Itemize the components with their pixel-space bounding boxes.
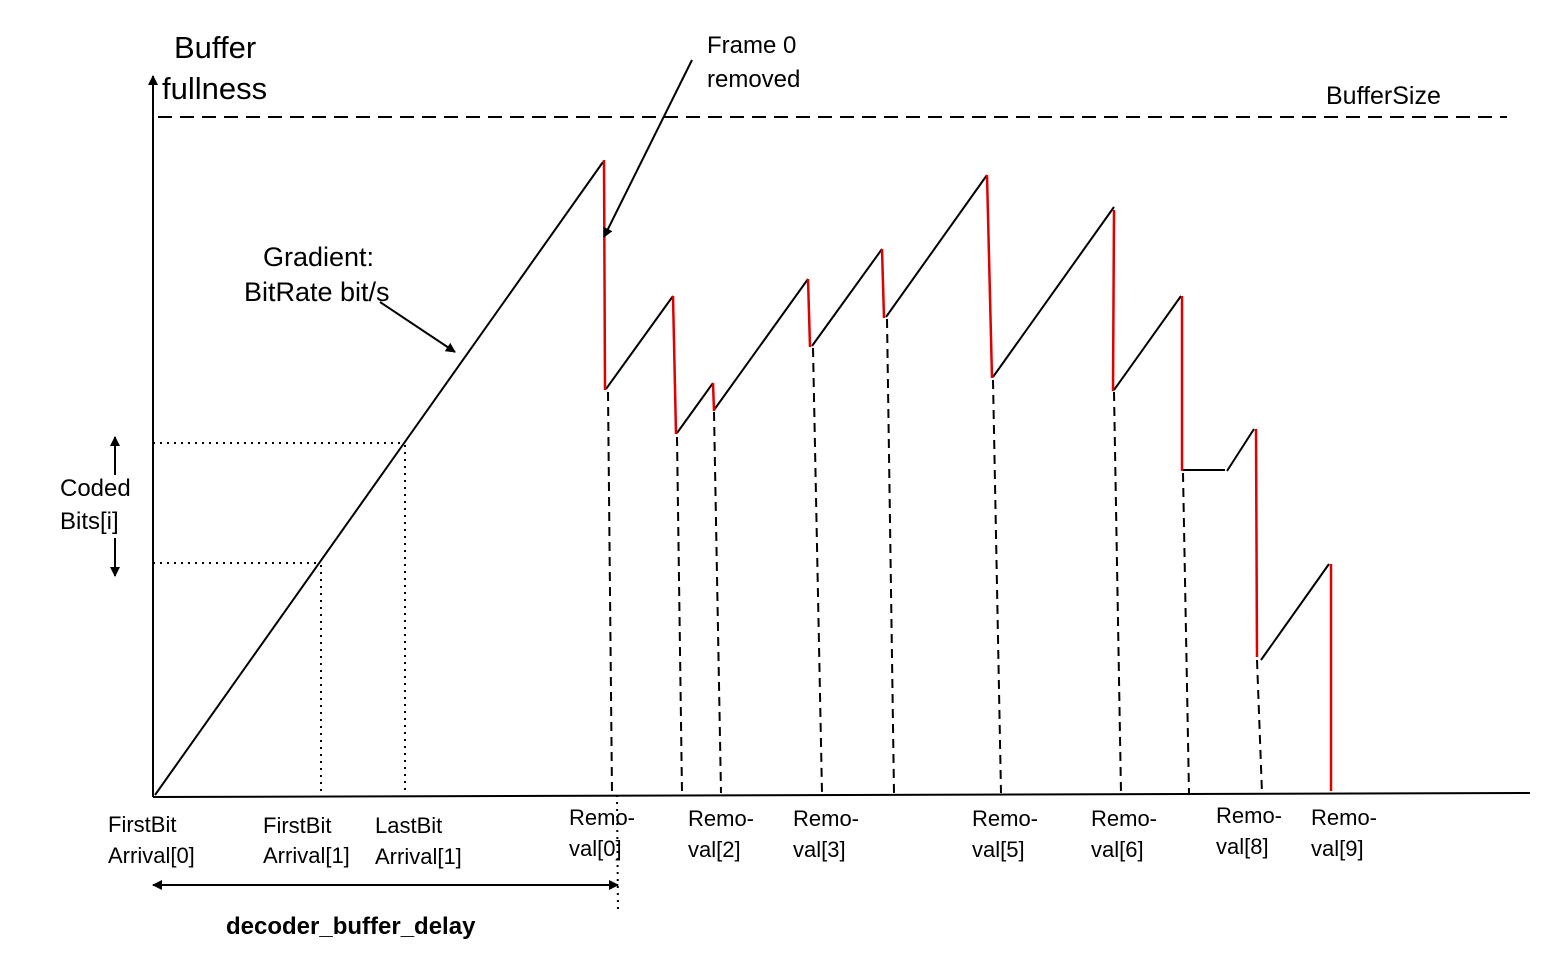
x-label-removal-9-l2: val[9]: [1311, 836, 1364, 861]
x-label-firstbit-arrival-0-l2: Arrival[0]: [108, 843, 195, 868]
x-label-removal-3-l1: Remo-: [793, 806, 859, 831]
frame0-label-line1: Frame 0: [707, 32, 796, 59]
removal-drops: [602, 159, 1333, 791]
x-label-removal-8-l2: val[8]: [1216, 834, 1269, 859]
x-label-removal-9-l1: Remo-: [1311, 805, 1377, 830]
x-label-removal-5-l2: val[5]: [972, 837, 1025, 862]
x-label-removal-2-l1: Remo-: [688, 806, 754, 831]
x-label-lastbit-arrival-1-l2: Arrival[1]: [375, 844, 462, 869]
x-label-removal-6-l2: val[6]: [1091, 837, 1144, 862]
x-label-removal-0-l1: Remo-: [569, 805, 635, 830]
x-label-removal-0-l2: val[0]: [569, 836, 622, 861]
coded-bits-label-line2: Bits[i]: [60, 508, 119, 535]
x-label-lastbit-arrival-1-l1: LastBit: [375, 813, 442, 838]
frame0-label-line2: removed: [707, 66, 800, 93]
x-label-firstbit-arrival-0-l1: FirstBit: [108, 812, 176, 837]
buffer-level-curve: [154, 161, 1330, 796]
x-label-removal-8-l1: Remo-: [1216, 803, 1282, 828]
decoder-buffer-delay-label: decoder_buffer_delay: [226, 913, 476, 940]
removal-dashed-guides: [607, 318, 1263, 794]
x-axis: [152, 792, 1531, 798]
frame0-pointer-arrow: [603, 59, 693, 238]
gradient-label-line2: BitRate bit/s: [244, 277, 390, 307]
buffer-size-label: BufferSize: [1326, 82, 1441, 110]
coded-bits-guides: [153, 442, 619, 914]
gradient-label-line1: Gradient:: [263, 242, 374, 272]
y-axis-label-line2: fullness: [162, 71, 267, 106]
x-label-removal-5-l1: Remo-: [972, 806, 1038, 831]
coded-bits-label-line1: Coded: [60, 475, 131, 502]
y-axis-label-line1: Buffer: [174, 30, 256, 65]
x-label-removal-6-l1: Remo-: [1091, 806, 1157, 831]
x-label-firstbit-arrival-1-l1: FirstBit: [263, 813, 331, 838]
x-label-removal-2-l2: val[2]: [688, 837, 741, 862]
x-label-removal-3-l2: val[3]: [793, 837, 846, 862]
x-label-firstbit-arrival-1-l2: Arrival[1]: [263, 843, 350, 868]
x-axis-labels: FirstBit Arrival[0] FirstBit Arrival[1] …: [108, 803, 1377, 869]
gradient-pointer-arrow: [379, 301, 456, 353]
